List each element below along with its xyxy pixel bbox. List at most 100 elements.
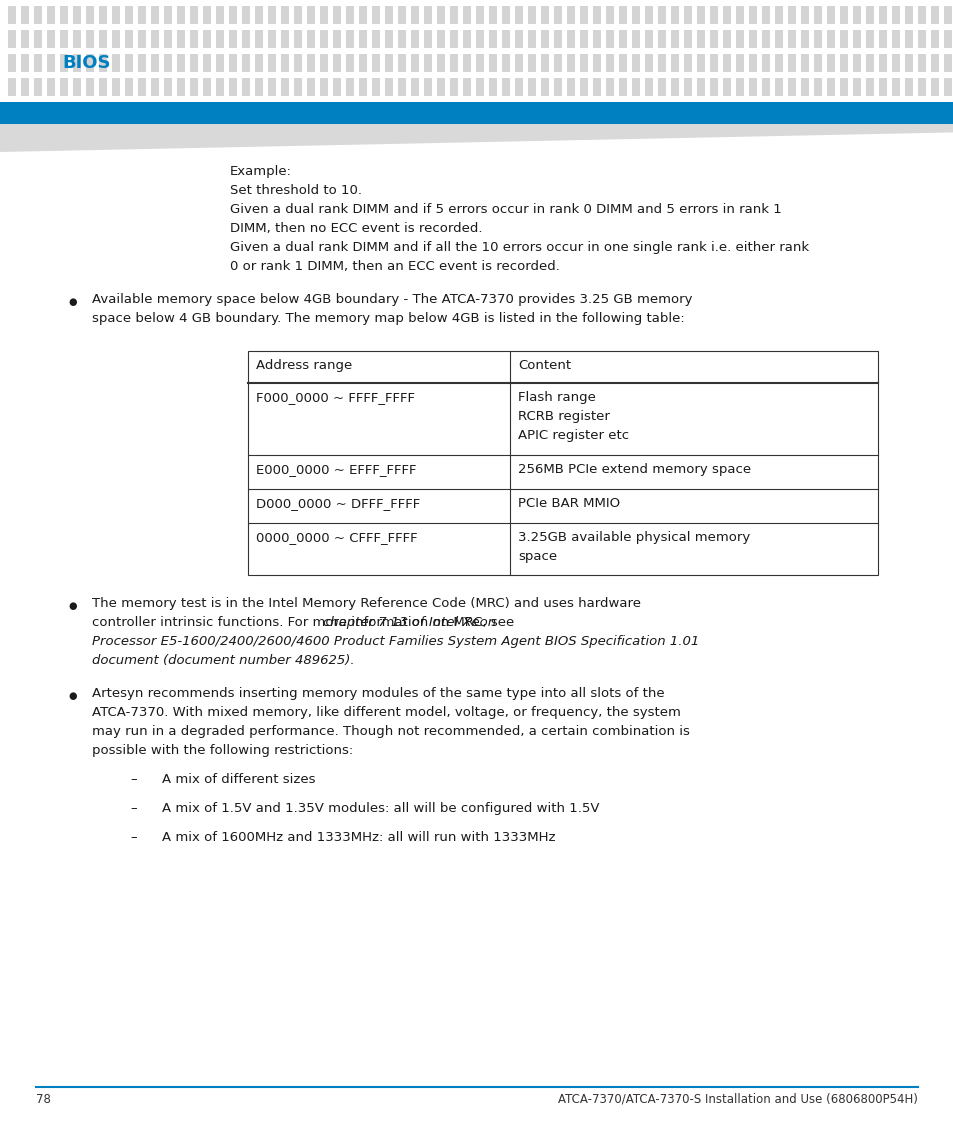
- Bar: [683, 6, 691, 24]
- Bar: [307, 54, 314, 72]
- Bar: [489, 6, 497, 24]
- Bar: [372, 54, 379, 72]
- Bar: [385, 78, 393, 96]
- Bar: [878, 78, 886, 96]
- Text: 78: 78: [36, 1093, 51, 1106]
- Bar: [697, 30, 704, 48]
- Bar: [47, 30, 55, 48]
- Bar: [787, 30, 795, 48]
- Bar: [125, 78, 132, 96]
- Bar: [722, 6, 730, 24]
- Bar: [813, 30, 821, 48]
- Bar: [865, 6, 873, 24]
- Bar: [73, 30, 81, 48]
- Bar: [358, 6, 367, 24]
- Bar: [281, 30, 289, 48]
- Text: D000_0000 ~ DFFF_FFFF: D000_0000 ~ DFFF_FFFF: [255, 497, 420, 510]
- Bar: [281, 54, 289, 72]
- Bar: [566, 78, 575, 96]
- Text: –: –: [130, 773, 136, 785]
- Bar: [34, 102, 42, 120]
- Bar: [865, 78, 873, 96]
- Bar: [268, 78, 275, 96]
- Bar: [215, 6, 224, 24]
- Bar: [21, 102, 29, 120]
- Bar: [917, 54, 925, 72]
- Bar: [527, 54, 536, 72]
- Bar: [21, 54, 29, 72]
- Bar: [242, 102, 250, 120]
- Bar: [164, 78, 172, 96]
- Bar: [527, 30, 536, 48]
- Bar: [47, 54, 55, 72]
- Bar: [358, 78, 367, 96]
- Bar: [151, 30, 159, 48]
- Bar: [605, 6, 614, 24]
- Bar: [21, 78, 29, 96]
- Bar: [787, 78, 795, 96]
- Bar: [8, 102, 16, 120]
- Bar: [930, 6, 938, 24]
- Bar: [631, 78, 639, 96]
- Bar: [294, 6, 302, 24]
- Text: document (document number 489625).: document (document number 489625).: [91, 654, 355, 668]
- Bar: [813, 78, 821, 96]
- Bar: [47, 102, 55, 120]
- Bar: [99, 78, 107, 96]
- Bar: [254, 102, 263, 120]
- Bar: [554, 78, 561, 96]
- Bar: [658, 30, 665, 48]
- Bar: [891, 102, 899, 120]
- Bar: [683, 30, 691, 48]
- Bar: [423, 78, 432, 96]
- Bar: [554, 102, 561, 120]
- Bar: [722, 78, 730, 96]
- Bar: [904, 54, 912, 72]
- Bar: [658, 54, 665, 72]
- Bar: [644, 6, 652, 24]
- Bar: [423, 30, 432, 48]
- Bar: [501, 102, 510, 120]
- Bar: [177, 78, 185, 96]
- Bar: [60, 30, 68, 48]
- Bar: [242, 78, 250, 96]
- Bar: [489, 54, 497, 72]
- Bar: [579, 30, 587, 48]
- Bar: [813, 102, 821, 120]
- Bar: [683, 102, 691, 120]
- Text: BIOS: BIOS: [62, 54, 111, 72]
- Bar: [943, 30, 951, 48]
- Text: Given a dual rank DIMM and if all the 10 errors occur in one single rank i.e. ei: Given a dual rank DIMM and if all the 10…: [230, 240, 808, 254]
- Bar: [397, 30, 406, 48]
- Bar: [878, 54, 886, 72]
- Bar: [840, 102, 847, 120]
- Bar: [254, 6, 263, 24]
- Bar: [215, 78, 224, 96]
- Bar: [436, 102, 444, 120]
- Bar: [631, 54, 639, 72]
- Bar: [215, 102, 224, 120]
- Text: Processor E5-1600/2400/2600/4600 Product Families System Agent BIOS Specificatio: Processor E5-1600/2400/2600/4600 Product…: [91, 635, 699, 648]
- Bar: [177, 102, 185, 120]
- Bar: [644, 54, 652, 72]
- Bar: [515, 78, 522, 96]
- Bar: [333, 102, 340, 120]
- Bar: [319, 6, 328, 24]
- Bar: [125, 54, 132, 72]
- Bar: [346, 54, 354, 72]
- Bar: [203, 78, 211, 96]
- Bar: [826, 6, 834, 24]
- Text: 0000_0000 ~ CFFF_FFFF: 0000_0000 ~ CFFF_FFFF: [255, 531, 417, 544]
- Bar: [501, 54, 510, 72]
- Bar: [683, 78, 691, 96]
- Bar: [566, 102, 575, 120]
- Bar: [372, 6, 379, 24]
- Bar: [385, 102, 393, 120]
- Bar: [190, 78, 198, 96]
- Bar: [840, 6, 847, 24]
- Bar: [34, 78, 42, 96]
- Bar: [891, 30, 899, 48]
- Bar: [904, 30, 912, 48]
- Bar: [840, 78, 847, 96]
- Bar: [593, 54, 600, 72]
